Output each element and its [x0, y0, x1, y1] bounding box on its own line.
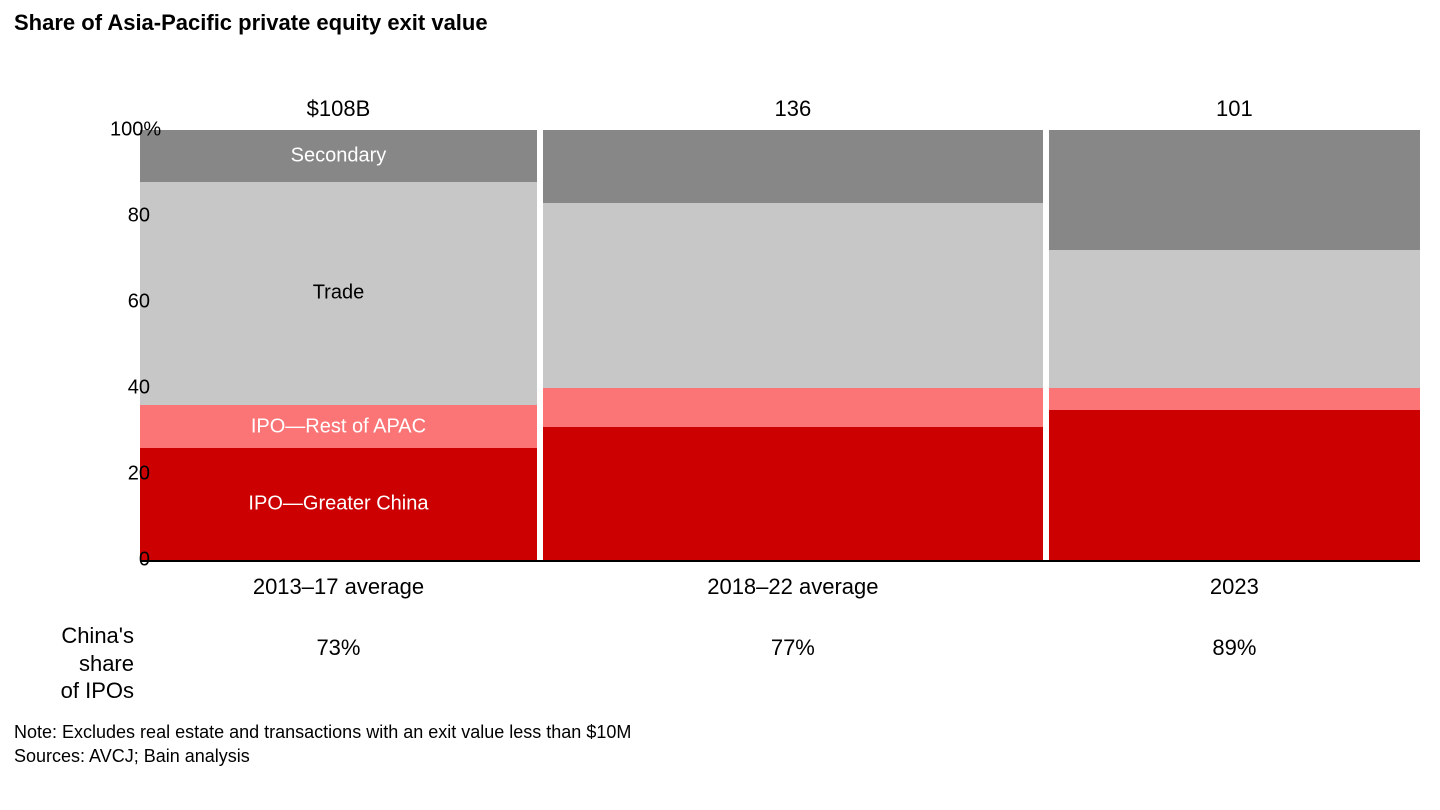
bar-segment-trade [543, 203, 1043, 388]
bar-segment-ipo_rest [543, 388, 1043, 427]
bar-segment-secondary [543, 130, 1043, 203]
y-tick: 40 [110, 377, 150, 400]
bar-segment-ipo_gc [543, 427, 1043, 560]
ipo-row-label: China's share of IPOs [14, 622, 134, 705]
y-tick: 20 [110, 463, 150, 486]
segment-label-ipo_gc: IPO—Greater China [248, 493, 428, 516]
bar-total-label: 136 [775, 96, 812, 122]
stacked-bar [1049, 130, 1420, 560]
chart-page: Share of Asia-Pacific private equity exi… [0, 0, 1440, 810]
bar-total-label: 101 [1216, 96, 1253, 122]
segment-label-ipo_rest: IPO—Rest of APAC [251, 415, 426, 438]
y-tick: 0 [110, 549, 150, 572]
footnote: Note: Excludes real estate and transacti… [14, 722, 631, 743]
china-ipo-share-value: 73% [316, 635, 360, 661]
segment-label-trade: Trade [313, 282, 365, 305]
bar-segment-trade [1049, 250, 1420, 388]
x-category-label: 2013–17 average [253, 574, 424, 600]
bar-segment-ipo_gc [1049, 410, 1420, 561]
y-tick: 80 [110, 205, 150, 228]
x-category-label: 2018–22 average [707, 574, 878, 600]
china-ipo-share-value: 89% [1212, 635, 1256, 661]
china-ipo-share-value: 77% [771, 635, 815, 661]
chart-title: Share of Asia-Pacific private equity exi… [14, 10, 488, 36]
segment-label-secondary: Secondary [291, 144, 387, 167]
ipo-row-label-line1: China's share [14, 622, 134, 677]
y-tick: 100% [110, 119, 150, 142]
bar-segment-ipo_rest [1049, 388, 1420, 410]
bar-total-label: $108B [307, 96, 371, 122]
sources: Sources: AVCJ; Bain analysis [14, 746, 250, 767]
ipo-row-label-line2: of IPOs [14, 677, 134, 705]
x-category-label: 2023 [1210, 574, 1259, 600]
y-tick: 60 [110, 291, 150, 314]
stacked-bar [543, 130, 1043, 560]
bar-segment-secondary [1049, 130, 1420, 250]
